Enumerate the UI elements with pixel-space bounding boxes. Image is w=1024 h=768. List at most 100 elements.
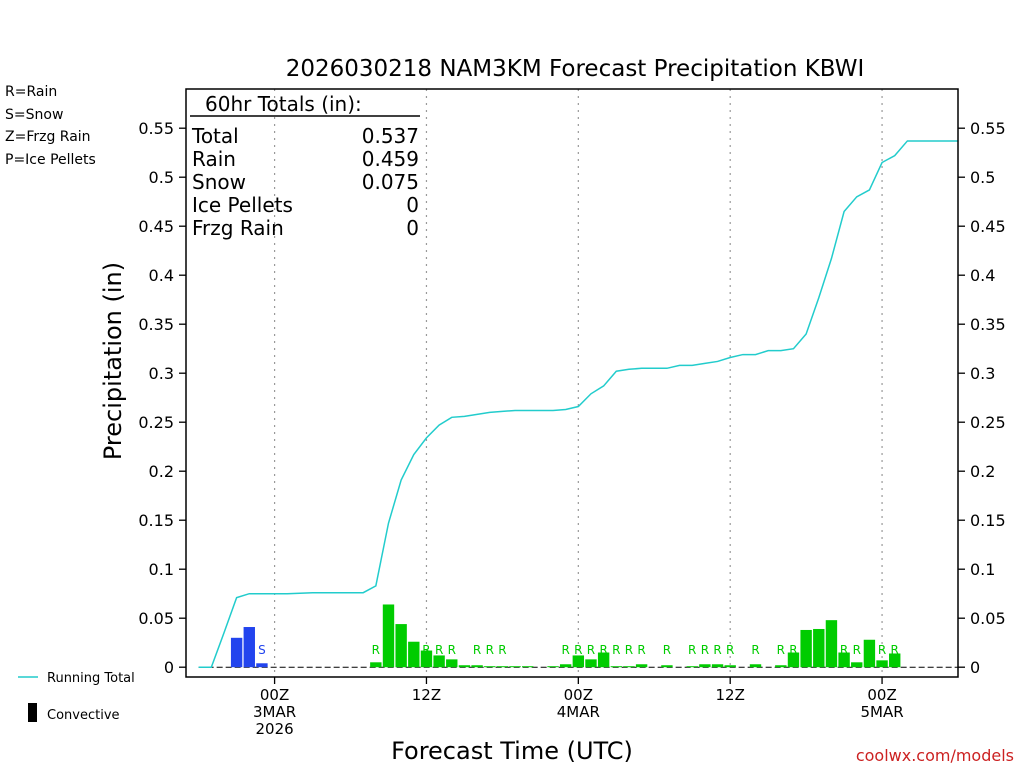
y-tick-label-left-5: 0.25 [138, 413, 174, 432]
bar-rain-54 [876, 660, 888, 668]
y-tick-label-right-7: 0.35 [970, 315, 1006, 334]
type-mark-r-33: R [612, 643, 620, 657]
type-mark-r-14: R [372, 643, 380, 657]
legend-frzg-rain: Z=Frzg Rain [5, 129, 91, 145]
bar-layer [230, 604, 901, 668]
y-tick-label-left-7: 0.35 [138, 315, 174, 334]
y-tick-label-left-1: 0.05 [138, 609, 174, 628]
type-mark-r-32: R [599, 643, 607, 657]
y-tick-label-right-11: 0.55 [970, 119, 1006, 138]
x-tick-label-4-2: 5MAR [860, 703, 903, 721]
x-tick-label-2-1: 00Z [564, 686, 593, 704]
totals-header: 60hr Totals (in): [205, 92, 362, 116]
type-mark-r-22: R [473, 643, 481, 657]
type-mark-r-16: R [397, 643, 405, 657]
bar-rain-52 [851, 662, 863, 668]
y-tick-label-left-3: 0.15 [138, 511, 174, 530]
x-tick-label-0-2: 3MAR [253, 703, 296, 721]
x-tick-label-0-1: 00Z [260, 686, 289, 704]
type-mark-r-34: R [625, 643, 633, 657]
running-total-line [198, 140, 958, 668]
totals-label-4: Frzg Rain [192, 216, 284, 240]
legend-rain: R=Rain [5, 84, 57, 100]
type-mark-r-17: R [410, 643, 418, 657]
y-tick-label-right-2: 0.1 [970, 560, 995, 579]
type-mark-r-40: R [701, 643, 709, 657]
y-tick-label-right-8: 0.4 [970, 266, 995, 285]
watermark: coolwx.com/models [856, 746, 1014, 765]
y-tick-label-left-0: 0 [164, 658, 174, 677]
bar-rain-14 [370, 662, 382, 668]
y-tick-label-left-2: 0.1 [149, 560, 174, 579]
bar-rain-51 [838, 652, 850, 668]
y-tick-label-left-11: 0.55 [138, 119, 174, 138]
y-axis-right: 0 0.05 0.1 0.15 0.2 0.25 0.3 0.35 0.4 0.45 0.5 0.55 [958, 119, 1006, 677]
y-tick-label-left-8: 0.4 [149, 266, 174, 285]
bar-rain-37 [661, 665, 673, 668]
bar-rain-41 [711, 664, 724, 668]
y-tick-label-right-4: 0.2 [970, 462, 995, 481]
type-mark-r-18: R [422, 643, 430, 657]
bar-rain-48 [800, 629, 812, 668]
legend-convective-swatch [28, 703, 37, 722]
type-mark-r-35: R [637, 643, 645, 657]
chart-title: 2026030218 NAM3KM Forecast Precipitation… [286, 56, 865, 82]
type-mark-r-39: R [688, 643, 696, 657]
bar-rain-22 [471, 665, 483, 668]
running-total-layer [198, 140, 958, 668]
x-tick-label-2-2: 4MAR [557, 703, 600, 721]
bar-rain-35 [635, 664, 648, 668]
bar-rain-49 [813, 628, 825, 668]
totals-label-0: Total [191, 124, 239, 148]
bar-rain-55 [889, 653, 901, 668]
bar-rain-17 [408, 641, 420, 668]
type-mark-r-31: R [587, 643, 595, 657]
type-mark-r-53: R [865, 643, 873, 657]
plot-frame [185, 88, 959, 678]
bar-rain-40 [699, 664, 711, 668]
y-tick-label-left-10: 0.5 [149, 168, 174, 187]
x-tick-label-0-3: 2026 [255, 720, 293, 738]
y-axis-left: 0 0.05 0.1 0.15 0.2 0.25 0.3 0.35 0.4 0.45 0.5 0.55 [138, 119, 186, 677]
totals-label-1: Rain [192, 147, 236, 171]
type-mark-r-42: R [726, 643, 734, 657]
bar-rain-34 [623, 666, 635, 668]
x-tick-label-3-1: 12Z [716, 686, 745, 704]
type-mark-s-3: S [233, 643, 241, 657]
type-mark-r-44: R [751, 643, 759, 657]
type-mark-r-20: R [448, 643, 456, 657]
totals-label-3: Ice Pellets [192, 193, 293, 217]
y-tick-label-left-9: 0.45 [138, 217, 174, 236]
bar-rain-25 [509, 666, 521, 668]
type-mark-r-15: R [384, 643, 392, 657]
bar-rain-18 [420, 650, 433, 668]
totals-box: 60hr Totals (in): Total 0.537 Rain 0.459 Sno… [190, 92, 420, 240]
bar-rain-20 [446, 659, 458, 668]
bar-snow-5 [256, 663, 268, 668]
totals-value-4: 0 [406, 216, 419, 240]
bar-rain-50 [825, 620, 838, 668]
type-mark-r-30: R [574, 643, 582, 657]
type-mark-s-5: S [258, 643, 266, 657]
x-axis-label: Forecast Time (UTC) [391, 737, 633, 765]
bar-rain-29 [559, 664, 572, 668]
type-mark-r-51: R [840, 643, 848, 657]
totals-value-2: 0.075 [362, 170, 419, 194]
type-mark-r-52: R [853, 643, 861, 657]
bar-snow-3 [230, 637, 243, 668]
totals-label-2: Snow [192, 170, 246, 194]
type-mark-r-47: R [789, 643, 797, 657]
bar-rain-21 [458, 665, 471, 668]
totals-value-0: 0.537 [362, 124, 419, 148]
type-mark-r-29: R [562, 643, 570, 657]
bar-rain-23 [484, 666, 496, 668]
legend-ice-pellets: P=Ice Pellets [5, 152, 96, 168]
grid-layer [273, 89, 883, 677]
bar-rain-44 [749, 664, 762, 668]
bar-rain-46 [775, 665, 787, 668]
x-tick-label-4-1: 00Z [867, 686, 896, 704]
bar-snow-4 [243, 627, 255, 668]
totals-value-3: 0 [406, 193, 419, 217]
